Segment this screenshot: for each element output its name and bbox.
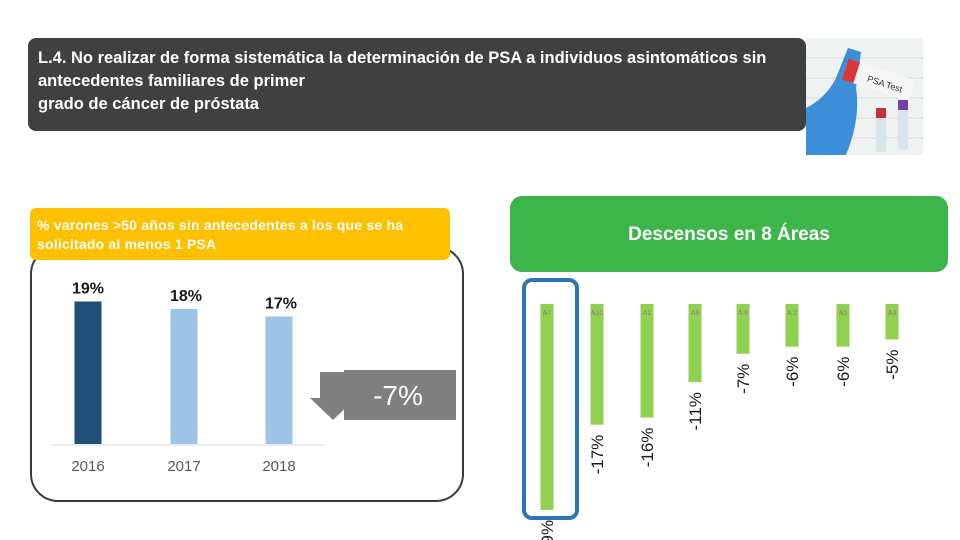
bar-A5 (836, 304, 850, 347)
right-chart-header: Descensos en 8 Áreas (510, 196, 948, 272)
x-tick-2018: 2018 (262, 458, 295, 475)
category-label-A10: A10 (591, 310, 604, 317)
right-chart-title: Descensos en 8 Áreas (628, 224, 830, 245)
value-label-A10: -17% (588, 435, 607, 475)
bar-2016 (74, 301, 102, 444)
category-label-A9: A9 (691, 310, 700, 317)
value-label-A3: -5% (883, 350, 902, 380)
category-label-A2: A 2 (787, 310, 797, 317)
x-tick-2017: 2017 (167, 458, 200, 475)
value-label-A2: -6% (783, 357, 802, 387)
category-label-A1: A1 (643, 310, 652, 317)
value-label-A6: -7% (734, 364, 753, 394)
category-label-A3: A3 (888, 310, 897, 317)
value-label-A9: -11% (686, 392, 705, 430)
bar-A2 (785, 304, 799, 347)
value-label-A7: -29% (538, 520, 557, 540)
bar-A7 (540, 304, 554, 510)
bar-A3 (885, 304, 899, 340)
x-tick-2016: 2016 (71, 458, 104, 475)
category-label-A5: A5 (839, 310, 848, 317)
value-label-2018: 17% (265, 296, 297, 313)
change-callout-box (344, 370, 456, 420)
left-chart-title: % varones >50 años sin antecedentes a lo… (37, 217, 404, 252)
value-label-A1: -16% (638, 428, 657, 468)
value-label-2017: 18% (170, 288, 202, 305)
bar-A6 (736, 304, 750, 354)
highlight-frame (522, 278, 579, 520)
value-label-A5: -6% (834, 357, 853, 387)
category-label-A6: A 6 (738, 310, 748, 317)
psa-test-photo: PSA Test (806, 38, 923, 155)
value-label-2016: 19% (72, 281, 104, 298)
down-arrow-icon (310, 372, 356, 420)
left-chart-title-box: % varones >50 años sin antecedentes a lo… (30, 208, 450, 260)
title-banner: L.4. No realizar de forma sistemática la… (28, 38, 806, 131)
bar-A10 (590, 304, 604, 425)
change-label: -7% (373, 380, 423, 411)
bar-2018 (265, 316, 293, 444)
page-title: L.4. No realizar de forma sistemática la… (38, 49, 767, 113)
category-label-A7: A7 (543, 310, 552, 317)
bar-A9 (688, 304, 702, 383)
bar-2017 (170, 309, 198, 444)
bar-A1 (640, 304, 654, 418)
